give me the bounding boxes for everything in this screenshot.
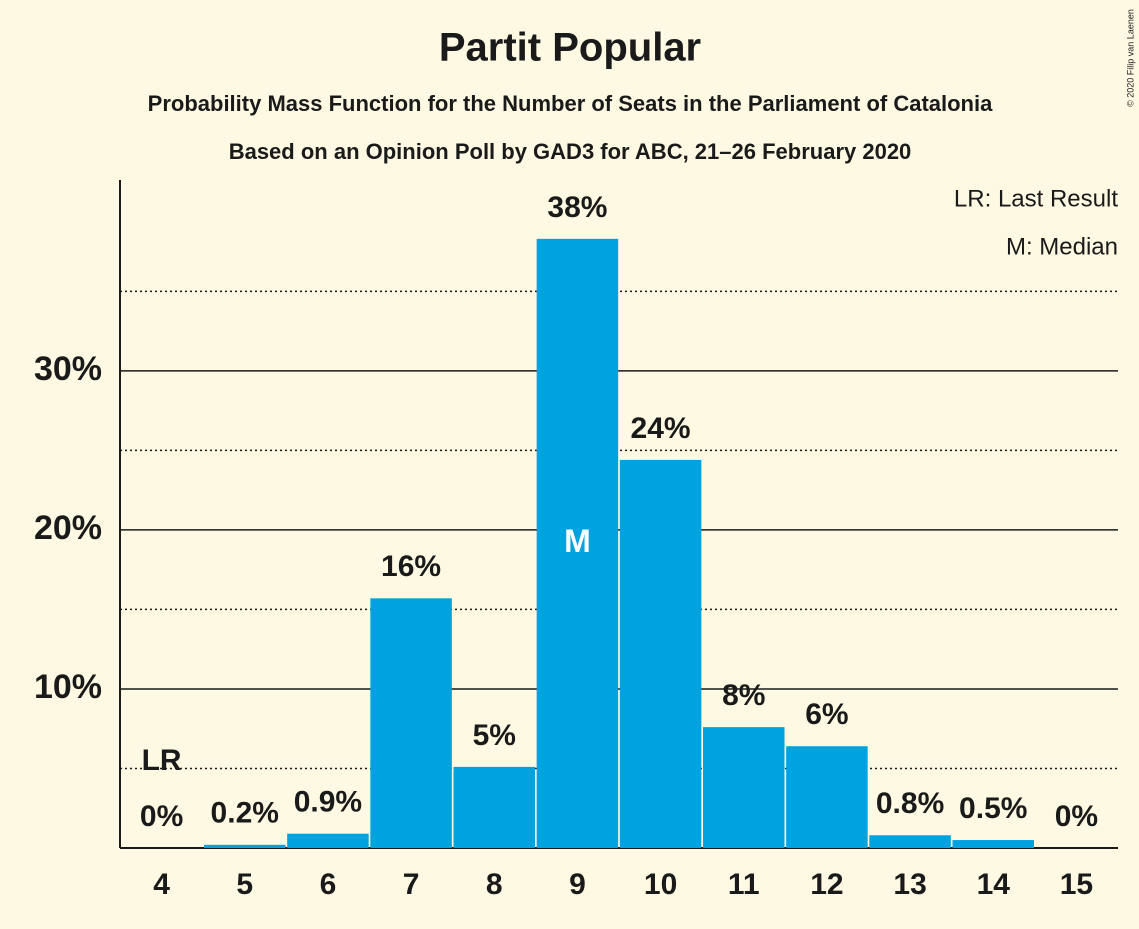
value-label: 5% [473,719,516,752]
y-tick-label: 20% [34,509,102,547]
chart-subtitle: Based on an Opinion Poll by GAD3 for ABC… [229,139,912,164]
x-tick-label: 4 [153,868,170,901]
x-tick-label: 14 [977,868,1011,901]
x-tick-label: 7 [403,868,420,901]
bar [453,766,536,848]
x-tick-label: 13 [893,868,926,901]
value-label: 0.9% [294,786,362,819]
x-tick-label: 9 [569,868,586,901]
legend-entry: M: Median [1006,233,1118,260]
bar [370,598,452,848]
value-label: 24% [631,412,691,445]
x-tick-label: 12 [810,868,843,901]
x-tick-label: 15 [1060,868,1093,901]
value-label: 0% [140,800,183,833]
bar [203,844,286,848]
bar [287,833,369,848]
last-result-marker: LR [142,744,182,777]
value-label: 0.8% [876,787,944,820]
value-label: 0% [1055,800,1098,833]
bar [869,835,951,848]
legend-entry: LR: Last Result [954,185,1118,212]
bar [536,238,619,848]
x-tick-label: 10 [644,868,677,901]
bar [952,840,1035,848]
x-tick-label: 11 [728,868,760,901]
x-tick-label: 6 [320,868,337,901]
median-marker: M [564,523,591,559]
bar [786,746,868,848]
chart-title: Partit Popular [439,26,701,70]
value-label: 16% [381,550,441,583]
chart-subtitle: Probability Mass Function for the Number… [148,91,993,116]
y-tick-label: 30% [34,350,102,388]
value-label: 0.2% [211,797,279,830]
value-label: 8% [722,679,765,712]
x-tick-label: 8 [486,868,503,901]
value-label: 0.5% [959,792,1027,825]
bar [619,459,702,848]
value-label: 38% [547,191,607,224]
x-tick-label: 5 [236,868,253,901]
y-tick-label: 10% [34,668,102,706]
value-label: 6% [805,698,848,731]
bar [702,727,785,848]
credit: © 2020 Filip van Laenen [1125,9,1135,107]
